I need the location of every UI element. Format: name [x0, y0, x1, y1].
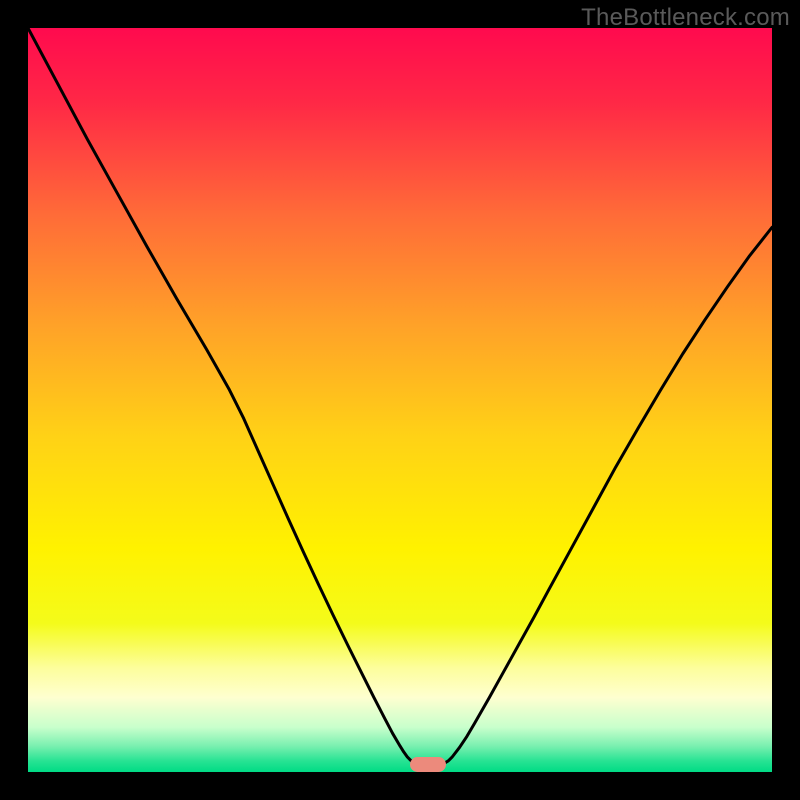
chart-svg — [28, 28, 772, 772]
optimal-point-marker — [410, 757, 446, 772]
attribution-label: TheBottleneck.com — [581, 4, 790, 32]
chart-background — [28, 28, 772, 772]
plot-area — [28, 28, 772, 772]
chart-frame: TheBottleneck.com — [0, 0, 800, 800]
